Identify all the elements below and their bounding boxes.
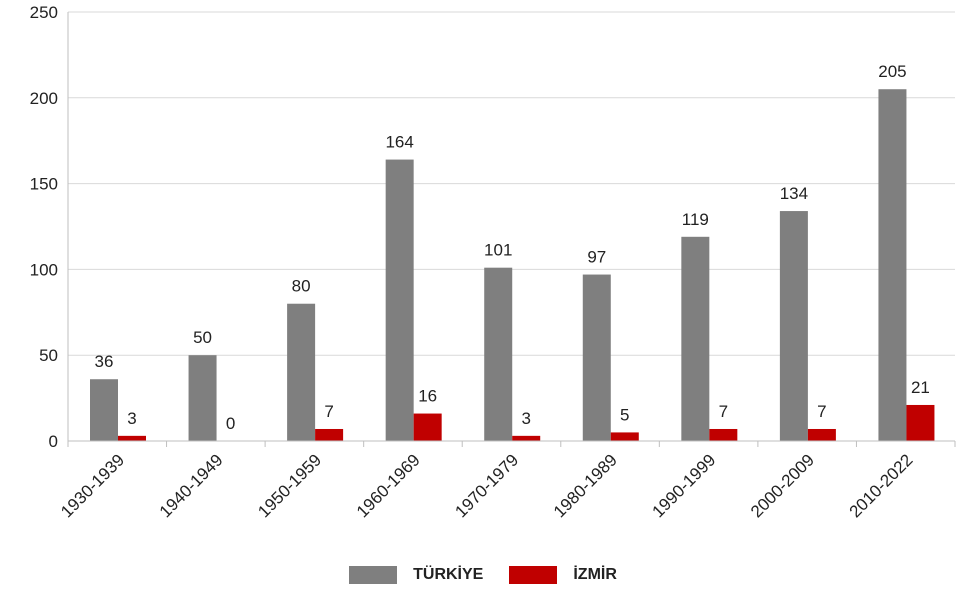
bars — [90, 89, 935, 442]
bar-turkiye — [90, 379, 118, 441]
data-label-izmir: 16 — [418, 387, 437, 406]
data-label-izmir: 21 — [911, 378, 930, 397]
data-label-izmir: 7 — [719, 402, 728, 421]
bar-turkiye — [582, 274, 611, 441]
legend-label-izmir: İZMİR — [573, 566, 617, 583]
bar-turkiye — [878, 89, 907, 441]
y-tick-label: 150 — [30, 175, 58, 194]
x-tick-label: 1930-1939 — [57, 450, 128, 521]
y-tick-label: 100 — [30, 260, 58, 279]
bar-turkiye — [779, 211, 808, 441]
legend: TÜRKİYE İZMİR — [0, 566, 966, 584]
bar-izmir — [709, 428, 738, 441]
data-label-izmir: 7 — [817, 402, 826, 421]
bar-izmir — [315, 428, 344, 441]
bar-izmir — [512, 435, 541, 441]
data-label-izmir: 0 — [226, 414, 235, 433]
bar-izmir — [807, 428, 836, 441]
x-tick-label: 1960-1969 — [353, 450, 424, 521]
x-tick-label: 1970-1979 — [451, 450, 522, 521]
legend-item-turkiye: TÜRKİYE — [349, 566, 483, 584]
bar-izmir — [906, 404, 935, 441]
y-tick-label: 0 — [49, 432, 58, 451]
data-labels: 36 3 50 0 80 7 164 16 101 3 97 5 119 7 134 7 205 21 — [95, 62, 930, 433]
bar-turkiye — [188, 355, 217, 441]
data-label-turkiye: 36 — [95, 352, 114, 371]
bar-izmir — [118, 435, 146, 441]
bar-izmir — [413, 413, 442, 441]
y-tick-label: 250 — [30, 3, 58, 22]
x-tick-label: 1950-1959 — [254, 450, 325, 521]
x-axis: 1930-1939 1940-1949 1950-1959 1960-1969 1970… — [57, 12, 956, 521]
x-tick-label: 2010-2022 — [846, 450, 917, 521]
data-label-turkiye: 97 — [587, 248, 606, 267]
y-tick-label: 50 — [39, 346, 58, 365]
x-tick-label: 1980-1989 — [550, 450, 621, 521]
legend-swatch-turkiye — [349, 566, 398, 584]
bar-turkiye — [484, 267, 513, 441]
legend-swatch-izmir — [509, 566, 558, 584]
data-label-turkiye: 101 — [484, 241, 512, 260]
data-label-izmir: 3 — [521, 409, 530, 428]
data-label-turkiye: 80 — [292, 277, 311, 296]
x-tick-label: 1990-1999 — [649, 450, 720, 521]
y-axis-ticks: 0 50 100 150 200 250 — [30, 3, 58, 451]
x-tick-label: 1940-1949 — [156, 450, 227, 521]
x-tick-label: 2000-2009 — [747, 450, 818, 521]
data-label-izmir: 5 — [620, 405, 629, 424]
data-label-turkiye: 134 — [780, 184, 808, 203]
legend-item-izmir: İZMİR — [509, 566, 617, 584]
bar-turkiye — [681, 236, 710, 441]
data-label-turkiye: 50 — [193, 328, 212, 347]
data-label-turkiye: 164 — [385, 133, 413, 152]
legend-label-turkiye: TÜRKİYE — [413, 566, 484, 583]
data-label-turkiye: 119 — [682, 210, 709, 229]
data-label-izmir: 7 — [324, 402, 333, 421]
bar-izmir — [610, 432, 639, 441]
bar-turkiye — [385, 159, 414, 442]
data-label-turkiye: 205 — [878, 62, 906, 81]
data-label-izmir: 3 — [127, 409, 136, 428]
bar-turkiye — [287, 303, 316, 441]
y-tick-label: 200 — [30, 89, 58, 108]
